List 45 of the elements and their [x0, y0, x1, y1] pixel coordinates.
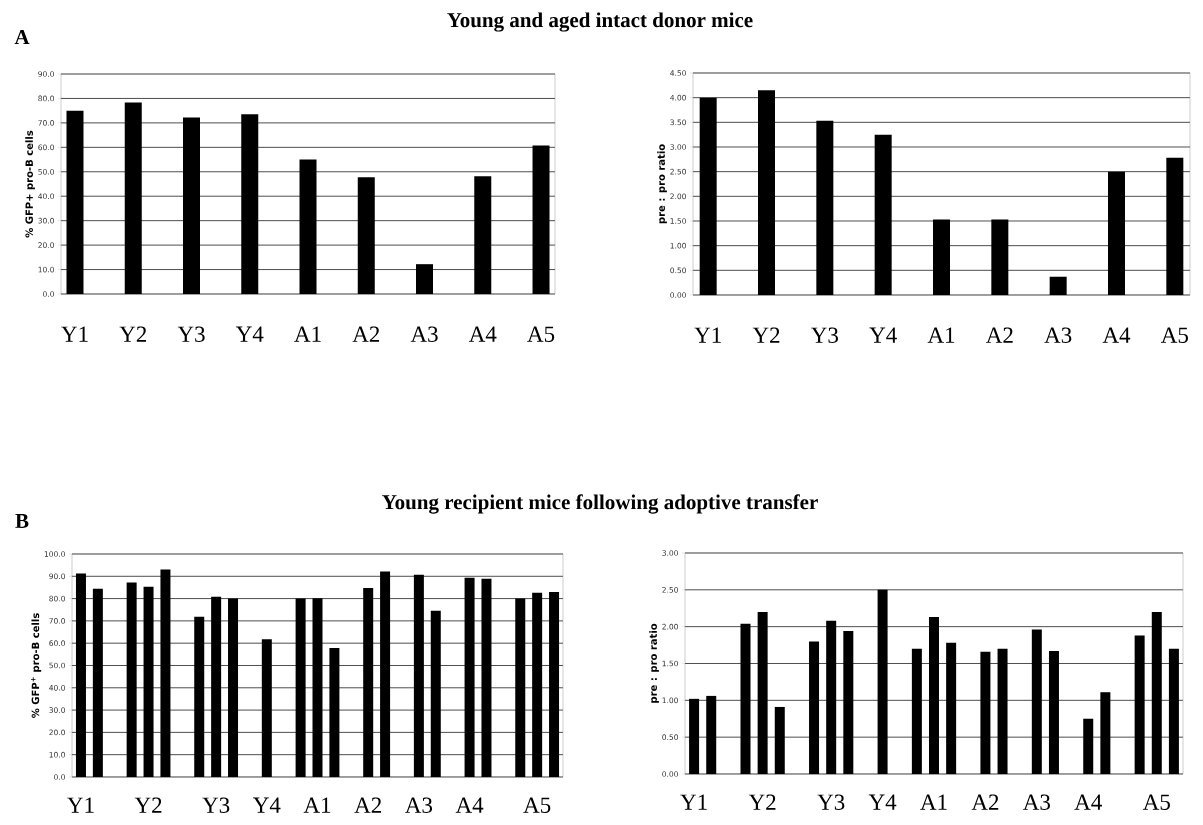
y-axis-title: % GFP+ pro-B cells	[25, 130, 35, 238]
x-tick-label: A2	[986, 327, 1013, 343]
x-tick-label: A2	[971, 794, 999, 810]
x-tick-label: A5	[523, 797, 551, 813]
x-tick-label: A3	[1022, 794, 1050, 810]
x-tick-label: A2	[352, 326, 380, 342]
x-tick-label: A5	[1142, 794, 1170, 810]
x-tick-label: A3	[410, 326, 438, 342]
x-tick-label: Y1	[67, 797, 94, 813]
text: Young and aged intact donor mice	[447, 12, 753, 32]
x-tick-label: Y3	[811, 327, 838, 343]
x-tick-label: A1	[920, 794, 947, 810]
x-tick-label: Y1	[680, 794, 707, 810]
x-tick-label: Y1	[61, 326, 88, 342]
bar	[1049, 276, 1067, 295]
x-tick-label: A4	[468, 326, 497, 342]
chart-title: Young recipient mice following adoptive transfer	[382, 494, 818, 514]
x-tick-label: A1	[303, 797, 331, 813]
y-axis-title: pre : pro ratio	[657, 144, 667, 224]
x-tick-label: Y2	[752, 327, 780, 343]
x-tick-label: Y3	[817, 794, 845, 810]
x-tick-label: A2	[354, 797, 381, 813]
x-tick-label: Y2	[748, 794, 776, 810]
x-tick-label: Y4	[253, 797, 281, 813]
x-tick-label: A1	[294, 326, 321, 342]
x-tick-label: A3	[1044, 327, 1072, 343]
x-tick-label: Y4	[868, 794, 897, 810]
x-tick-label: A1	[927, 327, 955, 343]
x-tick-label: Y4	[235, 326, 264, 342]
x-tick-label: Y2	[119, 326, 147, 342]
x-tick-label: Y3	[177, 326, 205, 342]
x-tick-label: A4	[455, 797, 484, 813]
x-tick-label: A3	[405, 797, 433, 813]
x-tick-label: A5	[1160, 327, 1188, 343]
x-tick-label: Y4	[869, 327, 897, 343]
text: B	[15, 514, 29, 528]
y-axis-title: % GFP$^{+}$ pro-B cells	[31, 613, 42, 718]
x-tick-label: Y2	[134, 797, 162, 813]
x-tick-label: A4	[1074, 794, 1102, 810]
text: A	[14, 30, 30, 44]
x-tick-label: A4	[1102, 327, 1131, 343]
x-tick-label: A5	[527, 326, 555, 342]
x-tick-label: Y1	[694, 327, 721, 343]
y-axis-title: pre : pro ratio	[649, 623, 659, 703]
x-tick-label: Y3	[202, 797, 230, 813]
